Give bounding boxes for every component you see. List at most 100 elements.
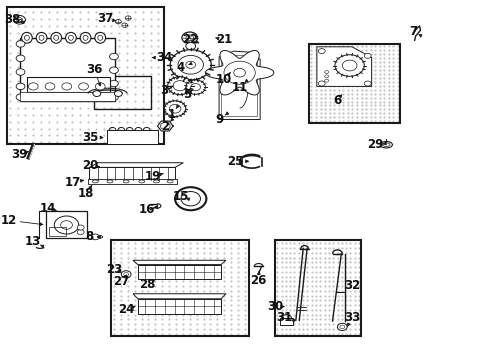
Polygon shape <box>133 260 225 265</box>
Circle shape <box>318 49 325 54</box>
Text: 22: 22 <box>182 33 199 46</box>
Circle shape <box>14 15 25 24</box>
Text: 35: 35 <box>82 131 99 144</box>
Circle shape <box>54 216 79 234</box>
Text: 10: 10 <box>215 73 232 86</box>
Circle shape <box>164 101 185 117</box>
Text: 2: 2 <box>161 120 169 133</box>
Circle shape <box>318 81 325 86</box>
Text: 31: 31 <box>276 311 292 324</box>
Bar <box>111 240 249 336</box>
Bar <box>221 55 257 116</box>
Text: 32: 32 <box>343 279 360 292</box>
Text: 17: 17 <box>64 176 81 189</box>
Text: 13: 13 <box>25 235 41 248</box>
Text: 4: 4 <box>177 61 184 74</box>
Text: 1: 1 <box>168 108 176 121</box>
Circle shape <box>45 83 55 90</box>
Ellipse shape <box>167 180 173 183</box>
Circle shape <box>364 81 370 86</box>
Circle shape <box>337 323 346 330</box>
Circle shape <box>16 55 25 62</box>
Text: 16: 16 <box>138 203 155 216</box>
Bar <box>20 92 115 101</box>
Circle shape <box>95 83 105 90</box>
Text: 20: 20 <box>82 159 99 172</box>
Text: 29: 29 <box>366 138 383 151</box>
Circle shape <box>121 271 131 278</box>
Circle shape <box>16 69 25 75</box>
Text: 38: 38 <box>4 13 20 26</box>
Circle shape <box>185 80 205 94</box>
Circle shape <box>16 41 25 47</box>
Polygon shape <box>138 265 221 279</box>
Bar <box>279 318 293 325</box>
Text: 18: 18 <box>77 187 94 200</box>
Circle shape <box>16 94 25 100</box>
Text: 8: 8 <box>85 230 93 243</box>
Circle shape <box>334 55 364 76</box>
Text: 36: 36 <box>85 63 102 76</box>
Circle shape <box>167 77 192 95</box>
Circle shape <box>170 50 211 80</box>
Text: 19: 19 <box>144 170 161 183</box>
Text: 12: 12 <box>0 214 17 227</box>
Text: 33: 33 <box>343 311 360 324</box>
Polygon shape <box>316 47 371 86</box>
Polygon shape <box>205 50 273 95</box>
Text: 6: 6 <box>333 94 341 107</box>
Text: 21: 21 <box>215 33 232 46</box>
Bar <box>20 38 115 101</box>
Circle shape <box>16 83 25 90</box>
Bar <box>49 227 66 236</box>
Text: 39: 39 <box>11 148 28 161</box>
Ellipse shape <box>139 180 144 183</box>
Circle shape <box>79 83 88 90</box>
Circle shape <box>91 234 99 240</box>
Text: 3: 3 <box>160 84 167 97</box>
Circle shape <box>93 91 101 96</box>
Polygon shape <box>89 167 175 180</box>
Ellipse shape <box>153 180 159 183</box>
Bar <box>106 130 158 144</box>
Ellipse shape <box>380 141 391 148</box>
Bar <box>46 211 86 238</box>
Bar <box>94 76 150 109</box>
Text: 5: 5 <box>183 88 190 101</box>
Ellipse shape <box>80 32 91 43</box>
Bar <box>308 44 399 123</box>
Ellipse shape <box>92 180 98 183</box>
Polygon shape <box>219 51 260 120</box>
Text: 11: 11 <box>231 81 247 94</box>
Text: 27: 27 <box>113 275 129 288</box>
Circle shape <box>125 16 131 20</box>
Circle shape <box>77 225 84 230</box>
Circle shape <box>114 91 122 96</box>
Circle shape <box>185 42 195 50</box>
Text: 30: 30 <box>266 300 283 313</box>
Text: 28: 28 <box>139 278 156 291</box>
Text: 26: 26 <box>249 274 266 287</box>
Ellipse shape <box>107 180 113 183</box>
Text: 34: 34 <box>156 51 172 64</box>
Text: 25: 25 <box>227 155 244 168</box>
Circle shape <box>77 230 84 235</box>
Text: 23: 23 <box>105 263 122 276</box>
Bar <box>27 77 110 92</box>
Ellipse shape <box>123 180 129 183</box>
Circle shape <box>122 23 127 27</box>
Ellipse shape <box>98 235 102 238</box>
Circle shape <box>109 53 118 60</box>
Ellipse shape <box>21 32 32 43</box>
Text: 15: 15 <box>172 190 189 203</box>
Bar <box>14 19 20 22</box>
Circle shape <box>61 83 71 90</box>
Circle shape <box>28 83 38 90</box>
Bar <box>88 179 177 184</box>
Polygon shape <box>157 121 173 131</box>
Text: 9: 9 <box>215 113 223 126</box>
Bar <box>274 240 360 336</box>
Circle shape <box>109 94 118 100</box>
Text: 24: 24 <box>118 303 134 316</box>
Polygon shape <box>133 294 225 299</box>
